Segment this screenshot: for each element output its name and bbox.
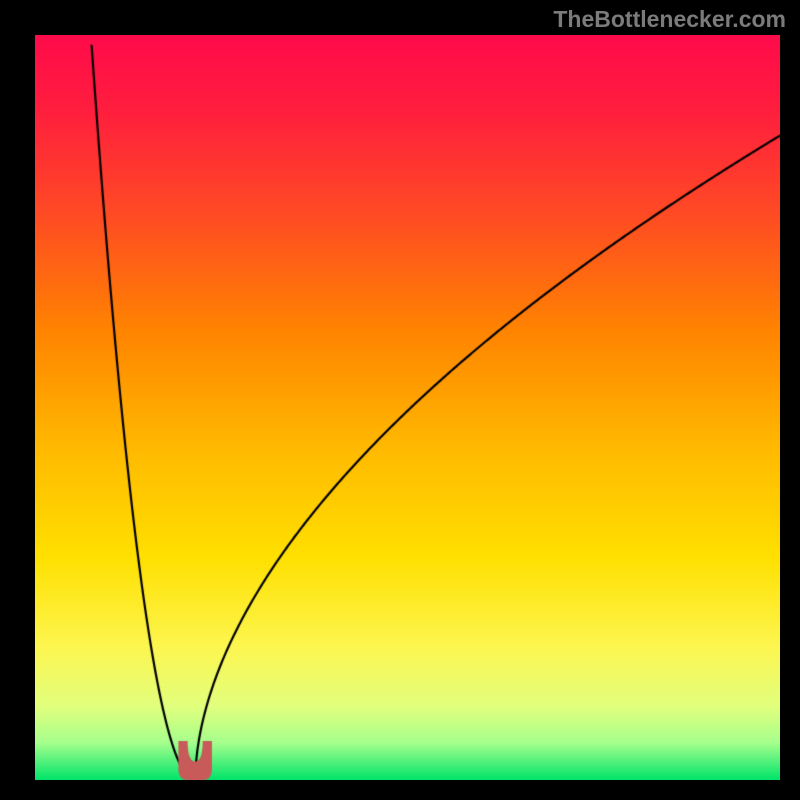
figure-root: { "meta": { "source_watermark": "TheBott…	[0, 0, 800, 800]
source-watermark: TheBottleneсker.com	[553, 6, 786, 33]
bottleneck-curve-plot	[35, 35, 780, 780]
